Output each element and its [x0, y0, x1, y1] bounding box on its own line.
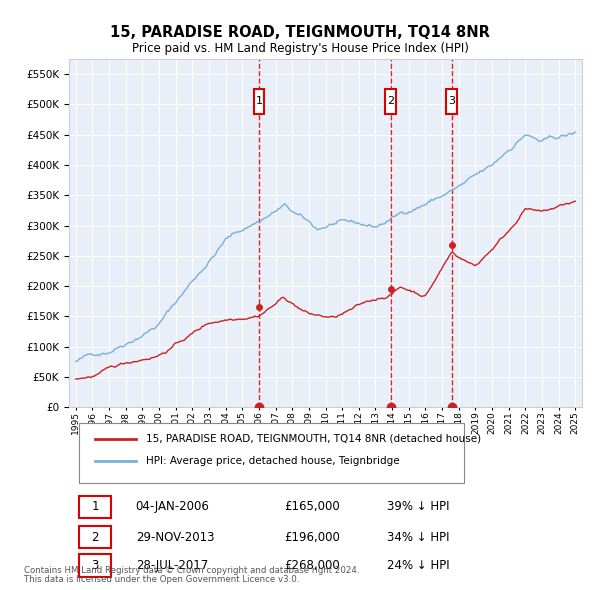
Text: £196,000: £196,000 [284, 530, 340, 543]
Text: £268,000: £268,000 [284, 559, 340, 572]
Bar [79, 496, 111, 518]
Text: 29-NOV-2013: 29-NOV-2013 [136, 530, 214, 543]
Text: HPI: Average price, detached house, Teignbridge: HPI: Average price, detached house, Teig… [146, 456, 400, 466]
FancyBboxPatch shape [79, 423, 464, 483]
Bar [446, 88, 457, 114]
Text: 34% ↓ HPI: 34% ↓ HPI [387, 530, 449, 543]
Text: 2: 2 [91, 530, 99, 543]
Text: 04-JAN-2006: 04-JAN-2006 [136, 500, 209, 513]
Text: £165,000: £165,000 [284, 500, 340, 513]
Text: 2: 2 [387, 96, 394, 106]
Text: 1: 1 [91, 500, 99, 513]
Text: This data is licensed under the Open Government Licence v3.0.: This data is licensed under the Open Gov… [24, 575, 299, 584]
Text: 15, PARADISE ROAD, TEIGNMOUTH, TQ14 8NR: 15, PARADISE ROAD, TEIGNMOUTH, TQ14 8NR [110, 25, 490, 40]
Text: Contains HM Land Registry data © Crown copyright and database right 2024.: Contains HM Land Registry data © Crown c… [24, 566, 359, 575]
Text: 24% ↓ HPI: 24% ↓ HPI [387, 559, 449, 572]
Text: 1: 1 [256, 96, 263, 106]
Text: 3: 3 [91, 559, 99, 572]
Text: Price paid vs. HM Land Registry's House Price Index (HPI): Price paid vs. HM Land Registry's House … [131, 42, 469, 55]
Bar [79, 555, 111, 576]
Bar [254, 88, 265, 114]
Bar [79, 526, 111, 548]
Bar [385, 88, 396, 114]
Text: 28-JUL-2017: 28-JUL-2017 [136, 559, 208, 572]
Text: 15, PARADISE ROAD, TEIGNMOUTH, TQ14 8NR (detached house): 15, PARADISE ROAD, TEIGNMOUTH, TQ14 8NR … [146, 434, 481, 444]
Text: 39% ↓ HPI: 39% ↓ HPI [387, 500, 449, 513]
Text: 3: 3 [448, 96, 455, 106]
